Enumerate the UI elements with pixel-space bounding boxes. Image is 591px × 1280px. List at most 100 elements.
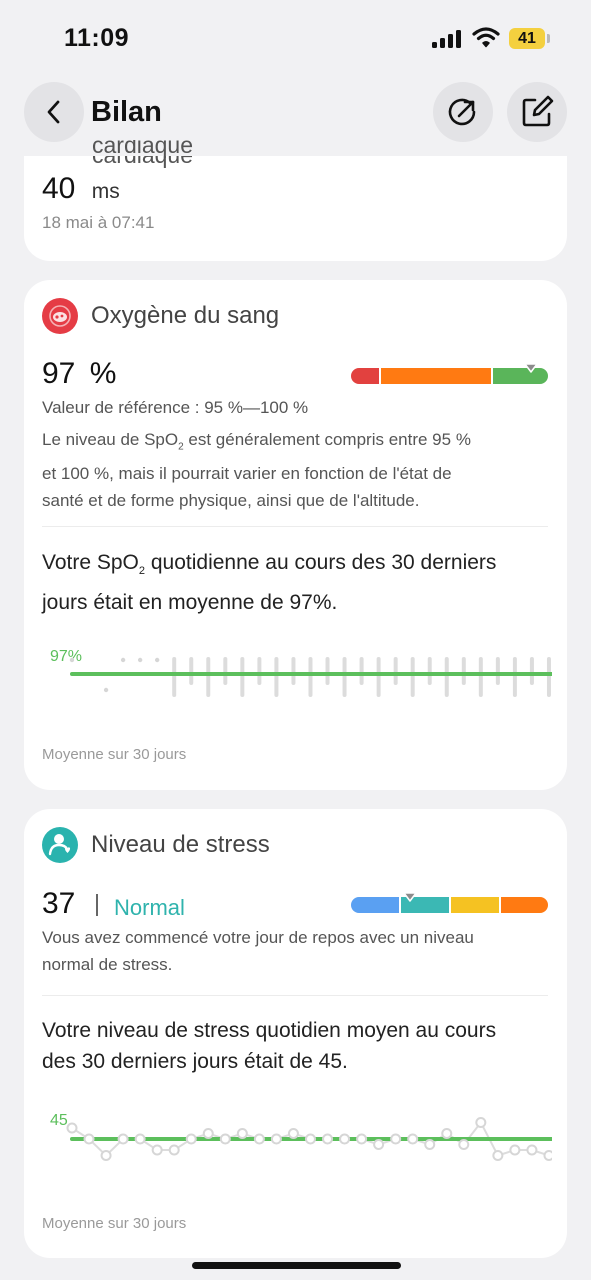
stress-level-label: Normal <box>114 895 185 920</box>
stress-day-point <box>236 1128 248 1139</box>
spo2-description-line-2: et 100 %, mais il pourrait varier en fon… <box>42 464 452 484</box>
stress-description: Vous avez commencé votre jour de repos a… <box>42 924 557 978</box>
spo2-day-bar <box>206 657 211 697</box>
stress-day-point <box>390 1133 402 1145</box>
stress-value-separator <box>96 894 98 916</box>
stress-card[interactable]: Niveau de stress 37 Normal Vous avez com… <box>24 809 567 1258</box>
stress-summary-line-1: Votre niveau de stress quotidien moyen a… <box>42 1019 497 1042</box>
share-button-overlay[interactable] <box>433 82 493 142</box>
stress-scale-marker-icon <box>403 892 417 902</box>
hrv-unit: ms <box>91 180 120 203</box>
spo2-day-bar <box>546 657 551 697</box>
stress-day-point <box>322 1133 334 1145</box>
spo2-day-bar <box>444 657 449 697</box>
spo2-desc-part-1: Le niveau de SpO <box>42 430 179 449</box>
share-icon <box>448 98 476 126</box>
hrv-title-peek-text: cardiaque <box>92 140 194 158</box>
stress-day-point <box>424 1139 436 1150</box>
spo2-description-line-3: santé et de forme physique, ainsi que de… <box>42 491 420 511</box>
hrv-timestamp: 18 mai à 07:41 <box>42 213 155 232</box>
stress-day-point <box>134 1133 146 1145</box>
spo2-day-bar <box>359 657 364 685</box>
spo2-divider <box>42 526 548 527</box>
page-title-overlay: Bilan <box>91 96 162 128</box>
stress-average-label: 45 <box>50 1112 68 1129</box>
spo2-title: Oxygène du sang <box>91 302 280 329</box>
spo2-summary-line-1: Votre SpO2 quotidienne au cours des 30 d… <box>42 547 557 587</box>
spo2-day-bar <box>461 657 466 685</box>
spo2-footer: Moyenne sur 30 jours <box>42 746 187 763</box>
hrv-title-peek: cardiaque <box>68 140 268 162</box>
stress-summary-line-2: des 30 derniers jours était de 45. <box>42 1050 348 1073</box>
spo2-reference: Valeur de référence : 95 %—100 % <box>42 398 309 417</box>
spo2-day-bar <box>512 657 517 697</box>
stress-description-line-1: Vous avez commencé votre jour de repos a… <box>42 928 474 947</box>
chevron-left-icon <box>47 100 60 124</box>
spo2-unit: % <box>89 357 117 390</box>
spo2-day-bar <box>342 657 347 697</box>
stress-value: 37 <box>42 887 76 920</box>
wifi-icon <box>472 27 500 48</box>
stress-day-point <box>475 1117 487 1128</box>
stress-day-point <box>253 1133 265 1145</box>
spo2-average-label: 97% <box>50 648 82 665</box>
stress-day-point <box>219 1133 231 1145</box>
stress-day-point <box>270 1133 282 1145</box>
spo2-day-dot <box>120 657 126 663</box>
stress-footer: Moyenne sur 30 jours <box>42 1215 187 1232</box>
spo2-summary-sub: 2 <box>138 565 146 578</box>
spo2-scale-low <box>351 368 379 384</box>
spo2-scale-high <box>493 368 548 384</box>
stress-range-scale <box>351 897 548 913</box>
spo2-30day-chart: 97% <box>50 648 552 697</box>
stress-day-point <box>458 1139 470 1150</box>
spo2-day-bar <box>240 657 245 697</box>
back-button-overlay[interactable] <box>24 82 84 142</box>
home-indicator <box>192 1262 401 1269</box>
spo2-summary-part-1: Votre SpO <box>42 551 139 574</box>
edit-icon <box>522 95 554 127</box>
stress-summary: Votre niveau de stress quotidien moyen a… <box>42 1015 557 1077</box>
stress-day-point <box>202 1128 214 1139</box>
spo2-scale-mid <box>381 368 491 384</box>
spo2-day-bar <box>393 657 398 685</box>
spo2-day-bar <box>257 657 262 685</box>
stress-day-point <box>117 1133 129 1145</box>
stress-title: Niveau de stress <box>91 831 270 858</box>
spo2-summary-line-2: jours était en moyenne de 97%. <box>42 591 338 615</box>
stress-day-point <box>66 1122 78 1134</box>
stress-day-point <box>509 1144 521 1156</box>
stress-day-point <box>304 1133 316 1145</box>
spo2-day-dot <box>154 657 160 663</box>
stress-scale-high <box>501 897 548 913</box>
spo2-value: 97 % <box>42 357 116 391</box>
stress-scale-medium <box>451 897 499 913</box>
spo2-summary: Votre SpO2 quotidienne au cours des 30 d… <box>42 547 557 618</box>
cellular-signal-icon <box>432 30 462 48</box>
edit-button-overlay[interactable] <box>507 82 567 142</box>
stress-day-point <box>492 1150 504 1161</box>
stress-day-point <box>441 1128 453 1139</box>
battery-tip <box>547 34 550 43</box>
stress-day-point <box>185 1133 197 1145</box>
stress-day-point <box>356 1133 368 1145</box>
spo2-day-bar <box>495 657 500 685</box>
spo2-summary-part-2: quotidienne au cours des 30 derniers <box>145 551 497 574</box>
spo2-day-bar <box>172 657 177 697</box>
stress-day-point <box>339 1133 351 1145</box>
stress-day-point <box>83 1133 95 1145</box>
hrv-value-number: 40 <box>42 172 76 205</box>
spo2-card[interactable]: Oxygène du sang 97 % Valeur de référence… <box>24 280 567 790</box>
spo2-day-bar <box>376 657 381 697</box>
spo2-description-line-1: Le niveau de SpO2 est généralement compr… <box>42 426 557 460</box>
stress-day-point <box>287 1128 299 1139</box>
status-bar: 11:09 41 <box>0 0 591 78</box>
spo2-day-bar <box>189 657 194 685</box>
stress-scale-normal <box>401 897 449 913</box>
hrv-value: 40 ms <box>42 172 120 206</box>
spo2-day-dot <box>103 687 109 693</box>
stress-divider <box>42 995 548 996</box>
spo2-day-bar <box>478 657 483 697</box>
blood-oxygen-icon <box>42 298 78 334</box>
spo2-day-bar <box>410 657 415 697</box>
